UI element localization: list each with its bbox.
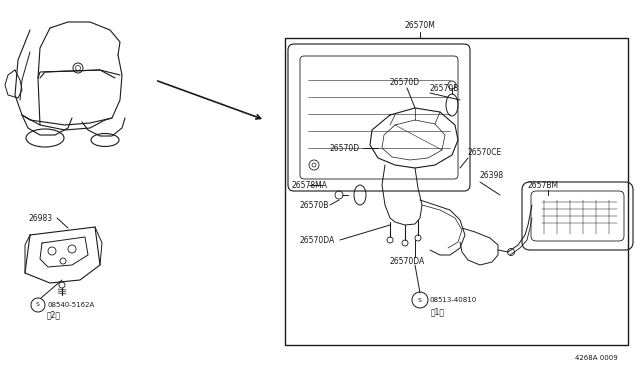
Text: 26570M: 26570M [404, 20, 435, 29]
Text: 08513-40810: 08513-40810 [430, 297, 477, 303]
Text: 26570B: 26570B [300, 201, 330, 209]
Text: 4268A 0009: 4268A 0009 [575, 355, 618, 361]
Text: S: S [36, 302, 40, 308]
Text: 26570DA: 26570DA [300, 235, 335, 244]
Text: 08540-5162A: 08540-5162A [47, 302, 94, 308]
Text: 26570B: 26570B [430, 83, 460, 93]
Text: 26983: 26983 [28, 214, 52, 222]
Text: 〈2〉: 〈2〉 [47, 311, 61, 320]
Text: 26578MA: 26578MA [292, 180, 328, 189]
Text: 〈1〉: 〈1〉 [431, 308, 445, 317]
Bar [285, 38, 628, 345]
Text: 2657BM: 2657BM [528, 180, 559, 189]
Text: 26570DA: 26570DA [390, 257, 425, 266]
Text: 26398: 26398 [480, 170, 504, 180]
Text: 26570CE: 26570CE [468, 148, 502, 157]
Text: 26570D: 26570D [390, 77, 420, 87]
Text: S: S [418, 298, 422, 302]
Text: 26570D: 26570D [330, 144, 360, 153]
